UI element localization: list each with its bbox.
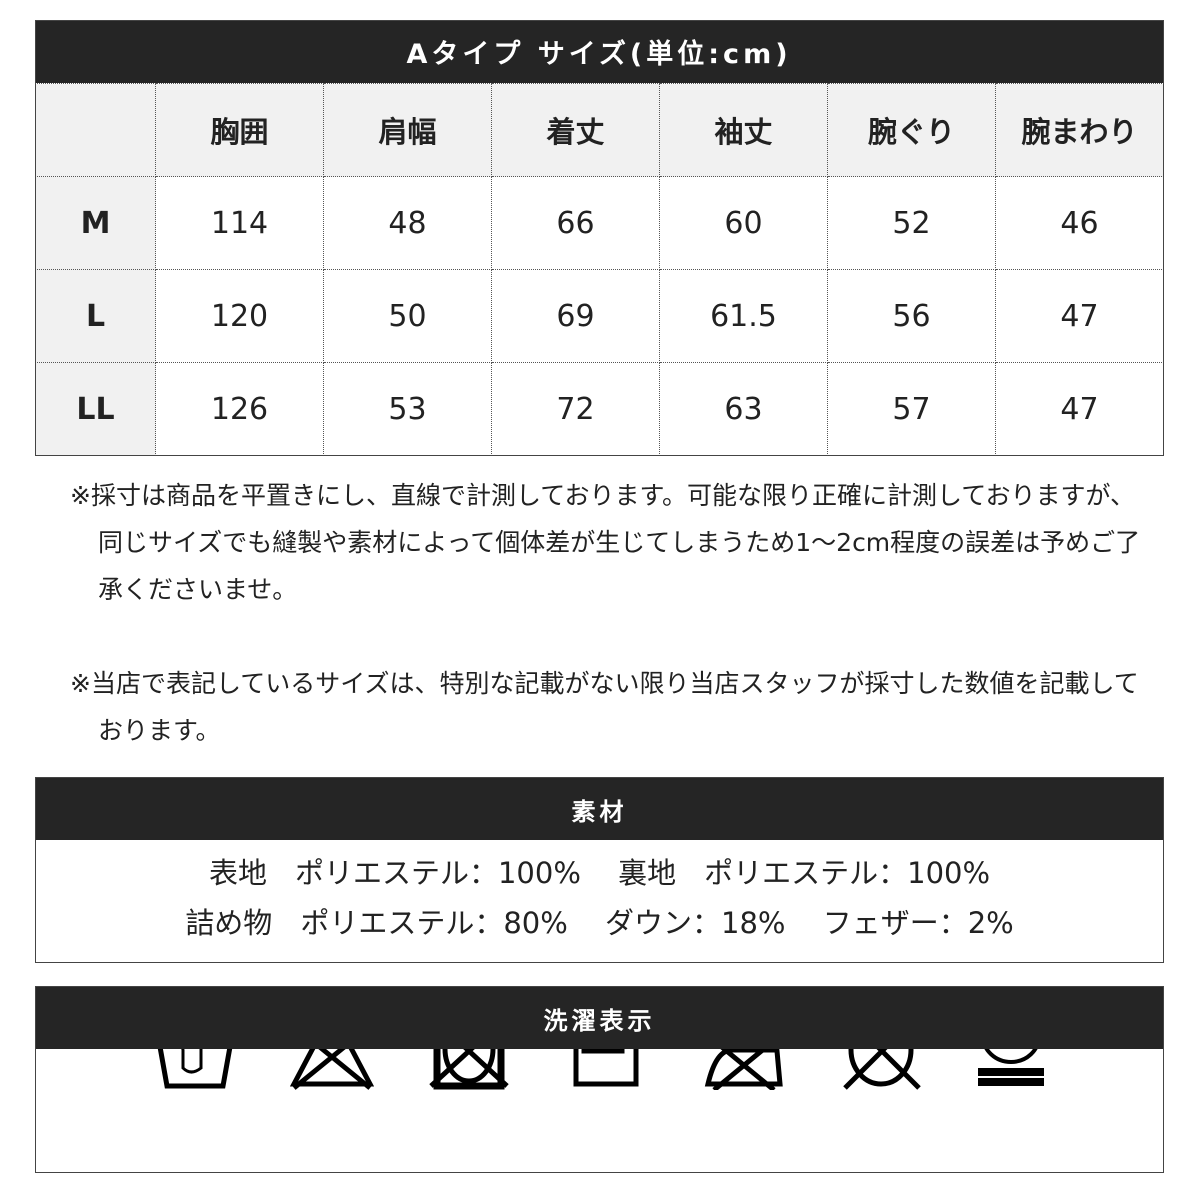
table-cell: 46 xyxy=(995,176,1164,270)
laundry-title: 洗濯表示 xyxy=(36,987,1163,1049)
table-cell: 120 xyxy=(155,269,324,363)
table-cell: 47 xyxy=(995,362,1164,456)
table-row: M 114 48 66 60 52 46 xyxy=(35,176,1164,270)
table-cell: 56 xyxy=(827,269,996,363)
table-cell: 53 xyxy=(323,362,492,456)
table-cell: 114 xyxy=(155,176,324,270)
size-table: 胸囲 肩幅 着丈 袖丈 腕ぐり 腕まわり M 114 48 66 60 52 4… xyxy=(35,83,1164,456)
table-cell: 126 xyxy=(155,362,324,456)
table-cell: 61.5 xyxy=(659,269,828,363)
table-row: LL 126 53 72 63 57 47 xyxy=(35,362,1164,456)
header-cell: 袖丈 xyxy=(659,83,828,177)
table-cell: 50 xyxy=(323,269,492,363)
material-label: 表地 xyxy=(208,856,267,890)
header-cell: 肩幅 xyxy=(323,83,492,177)
size-label: M xyxy=(35,176,156,270)
note-text: ※当店で表記しているサイズは、特別な記載がない限り当店スタッフが採寸した数値を記… xyxy=(70,669,1139,745)
size-table-title: Aタイプ サイズ(単位:cm) xyxy=(35,20,1163,83)
table-cell: 47 xyxy=(995,269,1164,363)
size-note: ※当店で表記しているサイズは、特別な記載がない限り当店スタッフが採寸した数値を記… xyxy=(70,660,1150,754)
size-label: L xyxy=(35,269,156,363)
table-cell: 66 xyxy=(491,176,660,270)
table-cell: 63 xyxy=(659,362,828,456)
material-label: 裏地 xyxy=(618,856,677,890)
table-cell: 48 xyxy=(323,176,492,270)
material-section: 素材 表地 ポリエステル：100% 裏地 ポリエステル：100% 詰め物 ポリエステル… xyxy=(35,777,1164,963)
material-value: ポリエステル：80% xyxy=(300,906,568,940)
material-line: 詰め物 ポリエステル：80% ダウン：18% フェザー：2% xyxy=(36,898,1163,948)
table-cell: 57 xyxy=(827,362,996,456)
material-value: ポリエステル：100% xyxy=(704,856,991,890)
table-row: L 120 50 69 61.5 56 47 xyxy=(35,269,1164,363)
material-line: 表地 ポリエステル：100% 裏地 ポリエステル：100% xyxy=(36,848,1163,898)
note-text: ※採寸は商品を平置きにし、直線で計測しております。可能な限り正確に計測しておりま… xyxy=(70,481,1141,604)
header-cell xyxy=(35,83,156,177)
measurement-note: ※採寸は商品を平置きにし、直線で計測しております。可能な限り正確に計測しておりま… xyxy=(70,472,1150,613)
table-cell: 72 xyxy=(491,362,660,456)
laundry-section: 洗濯表示 W xyxy=(35,986,1164,1173)
header-cell: 胸囲 xyxy=(155,83,324,177)
header-cell: 腕ぐり xyxy=(827,83,996,177)
material-label: 詰め物 xyxy=(185,906,273,940)
table-cell: 52 xyxy=(827,176,996,270)
header-cell: 着丈 xyxy=(491,83,660,177)
size-label: LL xyxy=(35,362,156,456)
material-value: フェザー：2% xyxy=(822,906,1014,940)
table-header-row: 胸囲 肩幅 着丈 袖丈 腕ぐり 腕まわり xyxy=(35,83,1164,177)
table-cell: 60 xyxy=(659,176,828,270)
material-value: ポリエステル：100% xyxy=(294,856,581,890)
table-cell: 69 xyxy=(491,269,660,363)
material-value: ダウン：18% xyxy=(605,906,786,940)
material-title: 素材 xyxy=(36,778,1163,840)
header-cell: 腕まわり xyxy=(995,83,1164,177)
